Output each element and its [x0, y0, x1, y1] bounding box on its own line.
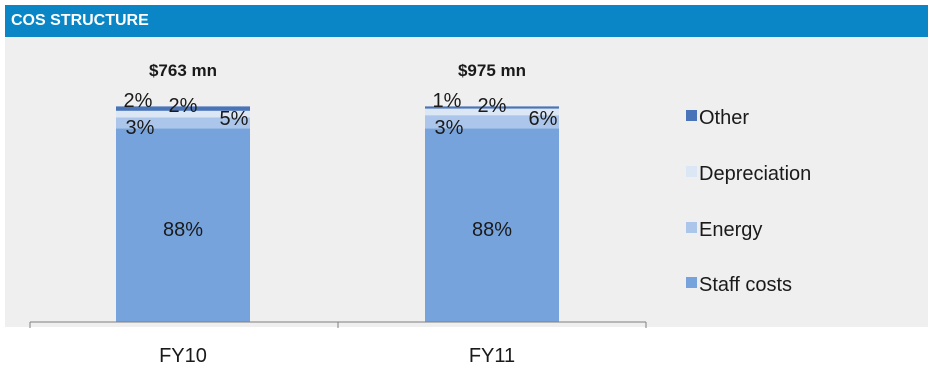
legend-swatch-energy [686, 222, 697, 233]
data-label-other-fy11: 1% [433, 90, 462, 112]
bar-segment-staff-costs-fy10 [116, 128, 250, 322]
legend-label-energy: Energy [699, 219, 762, 241]
panel-title: COS STRUCTURE [11, 12, 149, 29]
bar-segment-staff-costs-fy11 [425, 128, 559, 322]
legend-swatch-depreciation [686, 166, 697, 177]
data-label-other-fy10: 2% [124, 90, 153, 112]
x-tick-label-fy11: FY11 [469, 345, 515, 367]
legend-swatch-other [686, 110, 697, 121]
data-label-energy-fy11: 6% [529, 108, 558, 130]
bar-segment-energy-fy11 [425, 115, 559, 129]
data-label-extra-fy11: 2% [478, 95, 507, 117]
legend-label-depreciation: Depreciation [699, 163, 811, 185]
bar-segment-depreciation-fy11 [425, 108, 559, 116]
legend-swatch-staff-costs [686, 277, 697, 288]
bar-segment-depreciation-fy10 [116, 110, 250, 118]
data-label-extra-fy10: 2% [169, 95, 198, 117]
x-tick-label-fy10: FY10 [159, 345, 207, 367]
total-label-fy11: $975 mn [458, 61, 526, 80]
bar-segment-energy-fy10 [116, 117, 250, 129]
legend-label-other: Other [699, 107, 749, 129]
bar-segment-other-fy10 [116, 106, 250, 111]
data-label-staff-costs-fy11: 88% [472, 219, 512, 241]
bar-segment-other-fy11 [425, 106, 559, 109]
data-label-energy-fy10: 5% [220, 108, 249, 130]
panel-header: COS STRUCTURE [5, 5, 928, 37]
data-label-depreciation-fy10: 3% [126, 117, 155, 139]
data-label-depreciation-fy11: 3% [435, 117, 464, 139]
total-label-fy10: $763 mn [149, 61, 217, 80]
legend-label-staff-costs: Staff costs [699, 274, 792, 296]
data-label-staff-costs-fy10: 88% [163, 219, 203, 241]
